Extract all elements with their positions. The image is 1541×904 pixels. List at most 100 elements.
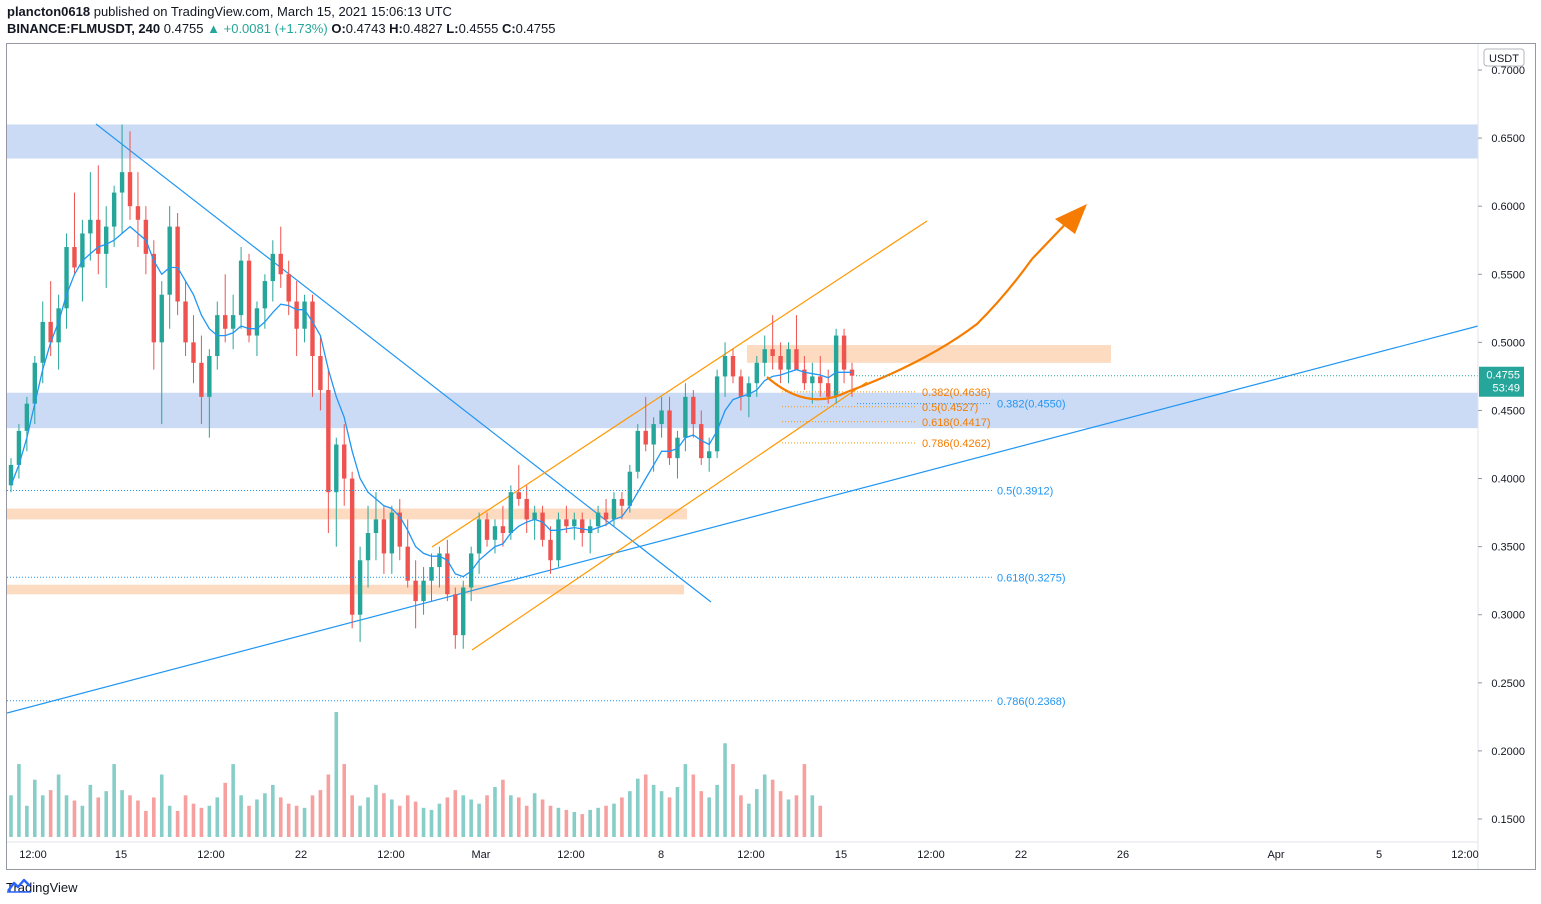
volume-bar-20 [167, 805, 172, 837]
volume-bar-3 [33, 779, 37, 837]
candle-body-95 [762, 349, 767, 363]
candle-body-45 [365, 533, 371, 561]
high-label: H: [389, 21, 403, 36]
y-tick-label-6: 0.4000 [1491, 474, 1525, 486]
volume-bar-91 [731, 764, 735, 837]
tradingview-logo[interactable]: TradingView [6, 877, 78, 897]
candle-body-30 [246, 260, 252, 336]
volume-bar-85 [683, 764, 688, 837]
volume-bar-55 [445, 797, 450, 837]
y-tick-label-8: 0.3000 [1491, 610, 1525, 622]
y-tick-label-7: 0.3500 [1491, 542, 1525, 554]
volume-bar-86 [691, 774, 696, 837]
volume-bar-58 [469, 799, 473, 837]
channel-lower-line [471, 381, 868, 651]
x-tick-label-10: 12:00 [917, 849, 945, 861]
open-label: O: [331, 21, 346, 36]
y-tick-label-0: 0.7000 [1491, 65, 1525, 77]
candle-body-105 [841, 335, 847, 370]
chart-panel[interactable]: 0.382(0.4636) 0.5(0.4527) 0.618(0.4417) 0.7… [6, 43, 1536, 870]
candle-body-24 [199, 362, 204, 397]
bar-countdown-label: 53:49 [1492, 383, 1520, 395]
volume-bar-79 [635, 778, 640, 837]
volume-bar-9 [80, 805, 85, 837]
volume-bar-65 [524, 805, 529, 837]
volume-bar-47 [382, 793, 386, 837]
author-name[interactable]: plancton0618 [7, 4, 91, 19]
candle-body-74 [595, 512, 601, 527]
candle-body-18 [151, 253, 157, 343]
currency-box[interactable] [1483, 48, 1525, 67]
candle-body-4 [40, 321, 45, 363]
candle-body-93 [746, 383, 752, 397]
volume-bar-62 [501, 779, 505, 837]
x-tick-label-5: Mar [472, 849, 491, 861]
projection-curve [766, 258, 1033, 401]
high-value: 0.4827 [402, 21, 443, 36]
candle-body-88 [706, 451, 712, 459]
candle-body-52 [421, 580, 426, 602]
candle-body-41 [334, 444, 339, 493]
falling-trendline [95, 123, 712, 603]
candle-body-89 [714, 376, 720, 452]
volume-bar-1 [17, 764, 21, 837]
volume-bar-75 [604, 805, 608, 837]
volume-bar-27 [223, 782, 228, 837]
candle-body-86 [691, 396, 696, 425]
price-chart[interactable]: 0.382(0.4636) 0.5(0.4527) 0.618(0.4417) 0.7… [7, 44, 1535, 869]
volume-bar-30 [247, 805, 251, 837]
volume-bar-50 [405, 795, 410, 837]
volume-bar-101 [810, 795, 815, 837]
orange-zone-4 [7, 584, 684, 595]
candle-body-70 [564, 519, 569, 527]
candle-body-60 [484, 519, 490, 540]
volume-bar-4 [40, 795, 45, 837]
candle-body-59 [476, 519, 482, 554]
candle-body-90 [722, 355, 728, 377]
volume-bar-71 [572, 812, 577, 837]
volume-bar-45 [366, 797, 370, 837]
x-tick-label-3: 22 [295, 849, 307, 861]
volume-bar-69 [556, 807, 561, 837]
volume-bar-49 [397, 805, 402, 837]
x-tick-label-6: 12:00 [557, 849, 585, 861]
volume-bar-77 [620, 797, 624, 837]
candle-body-49 [397, 512, 402, 547]
candle-body-104 [833, 335, 839, 397]
last-price: 0.4755 [163, 21, 204, 36]
open-value: 0.4743 [345, 21, 386, 36]
volume-bar-66 [532, 793, 537, 837]
candle-body-8 [72, 247, 77, 268]
candle-body-6 [56, 308, 61, 343]
x-tick-label-12: 26 [1117, 849, 1129, 861]
fib-orange-label-1: 0.5(0.4527) [922, 402, 978, 414]
volume-bar-52 [421, 807, 426, 837]
candle-body-62 [500, 526, 506, 534]
candle-body-12 [104, 226, 109, 254]
candle-body-20 [167, 226, 172, 295]
candle-body-39 [318, 355, 323, 391]
volume-bar-28 [231, 764, 235, 837]
x-tick-label-1: 15 [115, 849, 127, 861]
volume-bar-73 [588, 809, 592, 837]
volume-bar-13 [112, 764, 116, 837]
candle-body-11 [96, 219, 101, 254]
candle-body-85 [683, 396, 688, 438]
volume-bar-90 [723, 743, 727, 837]
candle-body-76 [611, 498, 617, 520]
volume-bar-5 [48, 790, 53, 837]
volume-bar-60 [485, 795, 489, 837]
candle-body-96 [770, 349, 775, 356]
low-label: L: [446, 21, 459, 36]
candle-body-55 [445, 553, 450, 595]
volume-bar-81 [651, 784, 656, 837]
brand-name: TradingView [6, 879, 78, 895]
volume-bar-102 [818, 805, 823, 837]
x-tick-label-9: 15 [835, 849, 847, 861]
volume-bar-33 [271, 784, 275, 837]
volume-bar-10 [88, 784, 93, 837]
candle-body-71 [572, 519, 577, 527]
candle-body-47 [381, 519, 387, 554]
volume-bar-25 [207, 805, 212, 837]
volume-bar-87 [699, 791, 704, 837]
